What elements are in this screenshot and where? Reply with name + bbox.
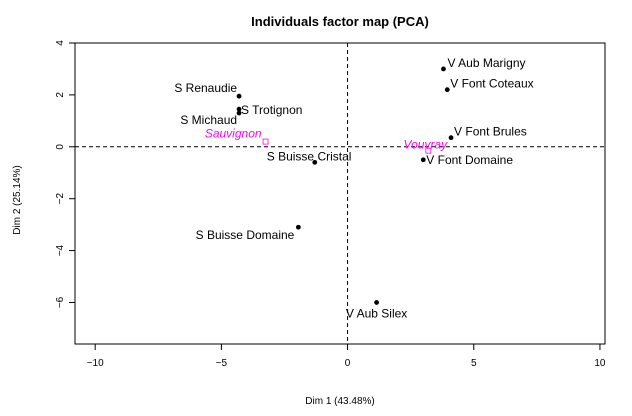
individual-label: V Font Coteaux: [450, 77, 533, 91]
x-tick-label: 5: [471, 358, 477, 369]
y-tick-label: 2: [55, 92, 66, 98]
x-axis-label: Dim 1 (43.48%): [305, 396, 374, 407]
individual-label: S Buisse Cristal: [267, 149, 352, 163]
supplementary-label: Vouvray: [404, 138, 449, 152]
chart-title: Individuals factor map (PCA): [251, 14, 429, 29]
individual-label: S Renaudie: [174, 81, 237, 95]
supplementary-label: Sauvignon: [205, 127, 262, 141]
y-tick-label: 0: [55, 144, 66, 150]
individual-point: [236, 110, 242, 116]
individual-point: [374, 300, 379, 305]
y-axis: −6 −4 −2 0 2 4: [55, 40, 76, 308]
supplementary-points: Sauvignon Vouvray: [205, 127, 448, 154]
x-tick-label: −10: [87, 358, 104, 369]
y-tick-label: −2: [55, 193, 66, 205]
y-tick-label: −4: [55, 244, 66, 256]
supplementary-point: [425, 147, 432, 154]
individual-label: S Buisse Domaine: [196, 228, 295, 242]
x-axis: −10 −5 0 5 10: [87, 343, 606, 369]
individual-label: S Michaud: [180, 113, 237, 127]
individual-label: V Font Brules: [454, 125, 527, 139]
individual-label: V Font Domaine: [426, 153, 513, 167]
individual-point: [236, 93, 242, 99]
y-tick-label: −6: [55, 296, 66, 308]
individual-point: [312, 159, 318, 165]
individual-points: S Renaudie S Trotignon S Michaud S Buisse C…: [174, 56, 533, 321]
individual-label: V Aub Marigny: [447, 56, 525, 70]
reference-lines: [75, 43, 605, 344]
x-tick-label: 0: [345, 358, 351, 369]
individual-point: [444, 87, 450, 93]
individual-label: S Trotignon: [241, 103, 302, 117]
x-tick-label: −5: [216, 358, 228, 369]
y-tick-label: 4: [55, 40, 66, 46]
individual-point: [295, 224, 301, 230]
individual-label: V Aub Silex: [346, 306, 407, 320]
individual-point: [448, 135, 454, 141]
individual-point: [236, 106, 242, 112]
x-tick-label: 10: [594, 358, 606, 369]
y-axis-label: Dim 2 (25.14%): [12, 165, 23, 234]
individual-point: [441, 66, 446, 72]
supplementary-point: [262, 138, 269, 145]
individual-point: [420, 157, 426, 163]
